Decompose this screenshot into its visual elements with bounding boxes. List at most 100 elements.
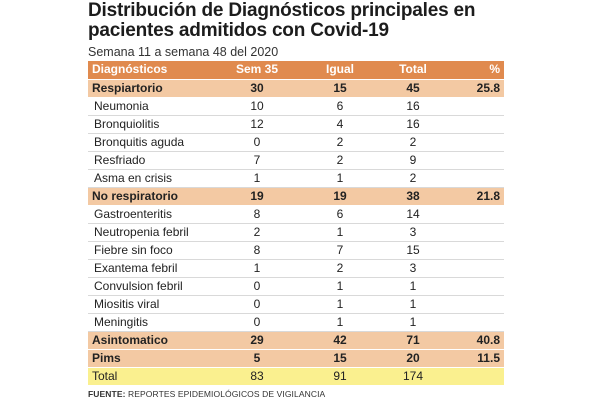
row-percent-cell xyxy=(444,295,504,314)
table-row: Neumonia 10 6 16 xyxy=(88,97,504,116)
infographic: Distribución de Diagnósticos principales… xyxy=(88,0,504,399)
source-note: FUENTE: REPORTES EPIDEMIOLÓGICOS DE VIGI… xyxy=(88,389,504,399)
row-total-cell: 9 xyxy=(382,151,444,170)
table-row: Bronquiolitis 12 4 16 xyxy=(88,115,504,134)
row-sem35-cell: 12 xyxy=(216,115,298,134)
row-igual-cell: 2 xyxy=(298,259,382,278)
row-percent-cell xyxy=(444,133,504,152)
subtitle: Semana 11 a semana 48 del 2020 xyxy=(88,45,279,59)
row-total-cell: 16 xyxy=(382,115,444,134)
row-diagnosis-cell: Fiebre sin foco xyxy=(88,241,216,260)
row-sem35-cell: 0 xyxy=(216,277,298,296)
title-line-1: Distribución de Diagnósticos principales… xyxy=(88,0,476,21)
row-igual-cell: 1 xyxy=(298,295,382,314)
row-diagnosis-cell: Meningitis xyxy=(88,313,216,332)
row-sem35-cell: 0 xyxy=(216,133,298,152)
row-percent-cell xyxy=(444,259,504,278)
row-sem35-cell: 0 xyxy=(216,295,298,314)
row-sem35-cell: 19 xyxy=(216,187,298,206)
row-diagnosis-cell: Resfriado xyxy=(88,151,216,170)
row-total-cell: 3 xyxy=(382,259,444,278)
header-percent: % xyxy=(444,61,504,80)
row-diagnosis-cell: Convulsion febril xyxy=(88,277,216,296)
row-igual-cell: 6 xyxy=(298,97,382,116)
row-total-cell: 174 xyxy=(382,367,444,385)
table-group-row: Asintomatico 29 42 71 40.8 xyxy=(88,331,504,350)
row-diagnosis-cell: Gastroenteritis xyxy=(88,205,216,224)
row-total-cell: 71 xyxy=(382,331,444,350)
row-diagnosis-cell: Miositis viral xyxy=(88,295,216,314)
diagnosis-table: Diagnósticos Sem 35 Igual Total % Respia… xyxy=(88,61,504,385)
table-group-row: Pims 5 15 20 11.5 xyxy=(88,349,504,368)
table-row: Gastroenteritis 8 6 14 xyxy=(88,205,504,224)
row-percent-cell xyxy=(444,205,504,224)
row-total-cell: 38 xyxy=(382,187,444,206)
header-total: Total xyxy=(382,61,444,80)
row-diagnosis-cell: Neumonia xyxy=(88,97,216,116)
source-label: FUENTE: xyxy=(88,388,126,399)
row-sem35-cell: 0 xyxy=(216,313,298,332)
row-percent-cell xyxy=(444,97,504,116)
row-percent-cell: 25.8 xyxy=(444,79,504,98)
table-row: Asma en crisis 1 1 2 xyxy=(88,169,504,188)
row-sem35-cell: 7 xyxy=(216,151,298,170)
row-percent-cell: 40.8 xyxy=(444,331,504,350)
row-percent-cell xyxy=(444,241,504,260)
row-sem35-cell: 8 xyxy=(216,205,298,224)
row-percent-cell xyxy=(444,313,504,332)
row-igual-cell: 1 xyxy=(298,169,382,188)
row-percent-cell xyxy=(444,223,504,242)
row-percent-cell: 21.8 xyxy=(444,187,504,206)
row-total-cell: 3 xyxy=(382,223,444,242)
row-sem35-cell: 83 xyxy=(216,367,298,385)
table-row: Meningitis 0 1 1 xyxy=(88,313,504,332)
row-sem35-cell: 1 xyxy=(216,259,298,278)
row-igual-cell: 6 xyxy=(298,205,382,224)
row-percent-cell xyxy=(444,151,504,170)
row-igual-cell: 19 xyxy=(298,187,382,206)
row-diagnosis-cell: Total xyxy=(88,367,216,385)
row-diagnosis-cell: Neutropenia febril xyxy=(88,223,216,242)
row-total-cell: 20 xyxy=(382,349,444,368)
table-row: Convulsion febril 0 1 1 xyxy=(88,277,504,296)
header-diagnosticos: Diagnósticos xyxy=(88,61,216,80)
table-row: Bronquitis aguda 0 2 2 xyxy=(88,133,504,152)
row-diagnosis-cell: No respiratorio xyxy=(88,187,216,206)
row-igual-cell: 2 xyxy=(298,151,382,170)
row-total-cell: 15 xyxy=(382,241,444,260)
row-percent-cell xyxy=(444,367,504,385)
table-header-row: Diagnósticos Sem 35 Igual Total % xyxy=(88,61,504,80)
row-sem35-cell: 2 xyxy=(216,223,298,242)
row-percent-cell: 11.5 xyxy=(444,349,504,368)
row-diagnosis-cell: Asintomatico xyxy=(88,331,216,350)
row-total-cell: 45 xyxy=(382,79,444,98)
row-diagnosis-cell: Bronquiolitis xyxy=(88,115,216,134)
table-row: Resfriado 7 2 9 xyxy=(88,151,504,170)
row-total-cell: 16 xyxy=(382,97,444,116)
source-text: REPORTES EPIDEMIOLÓGICOS DE VIGILANCIA xyxy=(128,388,326,399)
row-igual-cell: 15 xyxy=(298,349,382,368)
row-total-cell: 1 xyxy=(382,277,444,296)
title-line-2: pacientes admitidos con Covid-19 xyxy=(88,20,389,41)
table-total-row: Total 83 91 174 xyxy=(88,367,504,385)
header-sem35: Sem 35 xyxy=(216,61,298,80)
row-total-cell: 2 xyxy=(382,133,444,152)
row-igual-cell: 7 xyxy=(298,241,382,260)
table-group-row: No respiratorio 19 19 38 21.8 xyxy=(88,187,504,206)
row-total-cell: 1 xyxy=(382,295,444,314)
row-igual-cell: 2 xyxy=(298,133,382,152)
row-igual-cell: 1 xyxy=(298,277,382,296)
header-igual: Igual xyxy=(298,61,382,80)
row-diagnosis-cell: Respiartorio xyxy=(88,79,216,98)
page-title: Distribución de Diagnósticos principales… xyxy=(88,1,504,41)
row-total-cell: 14 xyxy=(382,205,444,224)
row-percent-cell xyxy=(444,277,504,296)
table-row: Neutropenia febril 2 1 3 xyxy=(88,223,504,242)
row-diagnosis-cell: Exantema febril xyxy=(88,259,216,278)
row-sem35-cell: 1 xyxy=(216,169,298,188)
row-sem35-cell: 10 xyxy=(216,97,298,116)
table-row: Miositis viral 0 1 1 xyxy=(88,295,504,314)
row-diagnosis-cell: Asma en crisis xyxy=(88,169,216,188)
row-igual-cell: 15 xyxy=(298,79,382,98)
row-diagnosis-cell: Bronquitis aguda xyxy=(88,133,216,152)
